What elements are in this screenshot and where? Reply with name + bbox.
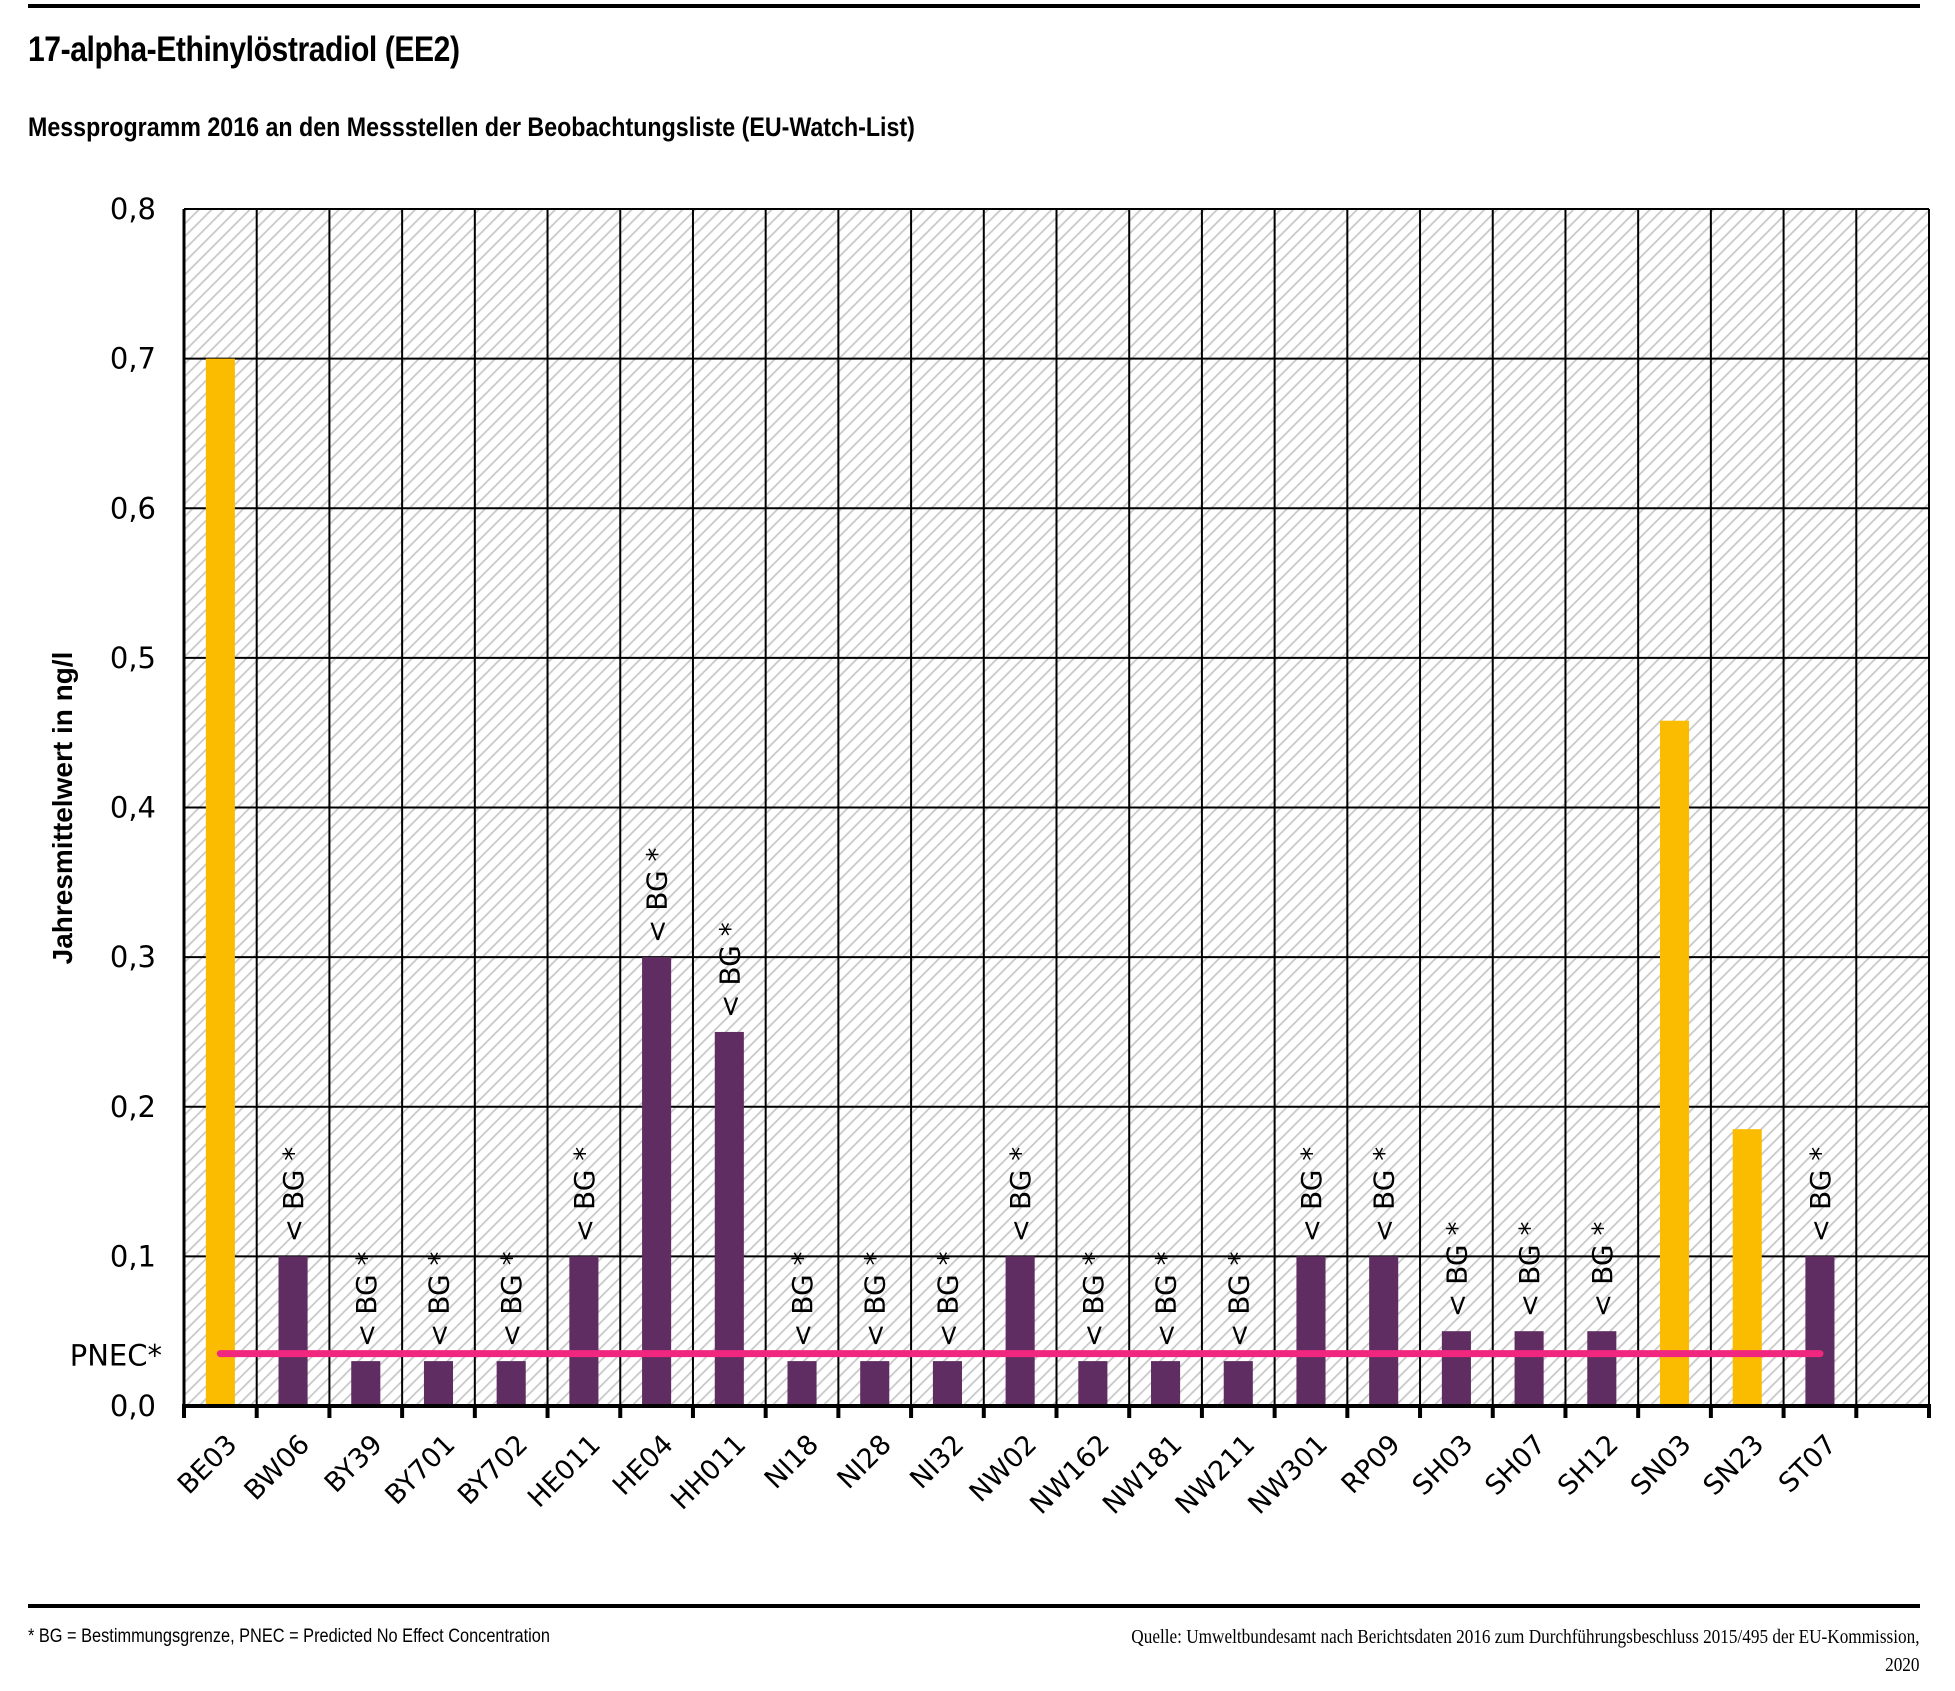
bar-BW06 [278,1256,308,1406]
bar-NW02 [1005,1256,1035,1406]
below-bg-annotation: < BG * [1440,1222,1473,1318]
bar-SN03 [1659,720,1690,1406]
below-bg-annotation: < BG * [713,922,746,1018]
source-note: Quelle: Umweltbundesamt nach Berichtsdat… [1131,1623,1919,1679]
y-tick-label: 0,4 [110,791,156,825]
bar-NW181 [1151,1361,1181,1406]
x-tick-label: NW162 [1024,1429,1116,1521]
below-bg-annotation: < BG * [859,1251,892,1347]
x-tick-label: NW301 [1242,1429,1334,1521]
x-tick-label: HE011 [522,1429,607,1514]
below-bg-annotation: < BG * [1150,1251,1183,1347]
chart-subtitle: Messprogramm 2016 an den Messstellen der… [28,112,915,142]
y-axis-label: Jahresmittelwert in ng/l [47,652,78,965]
y-tick-label: 0,7 [110,342,156,376]
below-bg-annotation: < BG * [1586,1222,1619,1318]
x-tick-label: RP09 [1336,1429,1407,1500]
x-tick-label: BE03 [172,1429,243,1500]
y-tick-label: 0,6 [110,491,156,525]
source-line-1: Quelle: Umweltbundesamt nach Berichtsdat… [1130,1626,1919,1648]
x-tick-label: NI28 [832,1429,898,1495]
bar-ST07 [1805,1256,1835,1406]
axes [182,209,1931,1418]
x-tick-label: BW06 [238,1429,316,1507]
bar-BY701 [423,1361,454,1406]
y-tick-label: 0,2 [110,1090,156,1124]
bar-SH12 [1587,1331,1617,1406]
bottom-rule [28,1604,1920,1608]
pnec-label: PNEC* [70,1339,162,1373]
bar-SH07 [1514,1331,1544,1406]
x-tick-label: ST07 [1773,1429,1843,1499]
x-tick-label: SN23 [1698,1429,1771,1502]
bar-HE04 [642,957,672,1406]
bar-HH011 [714,1031,744,1406]
bar-SH03 [1441,1331,1471,1406]
bar-BE03 [205,358,235,1406]
bar-NI32 [932,1361,962,1406]
y-tick-label: 0,3 [110,940,156,974]
bar-NW162 [1078,1361,1108,1406]
bar-NI28 [860,1361,890,1406]
bar-SN23 [1732,1129,1762,1406]
below-bg-annotation: < BG * [350,1251,383,1347]
below-bg-annotation: < BG * [568,1147,601,1243]
x-tick-label: HH011 [665,1429,752,1516]
bar-NI18 [787,1361,817,1406]
below-bg-annotation: < BG * [1295,1147,1328,1243]
below-bg-annotation: < BG * [1004,1147,1037,1243]
below-bg-annotation: < BG * [1077,1251,1110,1347]
footnote: * BG = Bestimmungsgrenze, PNEC = Predict… [28,1626,550,1647]
y-tick-label: 0,8 [110,192,156,226]
below-bg-annotation: < BG * [277,1147,310,1243]
gridlines [183,208,1930,1406]
annotations: < BG * < BG * < BG * < BG * < BG * < BG * < BG… [277,847,1837,1347]
below-bg-annotation: < BG * [422,1251,455,1347]
below-bg-annotation: < BG * [931,1251,964,1347]
bar-RP09 [1369,1256,1399,1406]
y-tick-label: 0,5 [110,641,156,675]
y-tick-label: 0,1 [110,1239,156,1273]
below-bg-annotation: < BG * [1222,1251,1255,1347]
below-bg-annotation: < BG * [641,847,674,943]
x-tick-label: SH12 [1552,1429,1625,1502]
chart-title: 17-alpha-Ethinylöstradiol (EE2) [28,30,460,69]
source-line-2: 2020 [1884,1654,1919,1676]
x-tick-label: SH07 [1479,1429,1552,1502]
x-tick-label: NW181 [1097,1429,1189,1521]
below-bg-annotation: < BG * [495,1251,528,1347]
x-tick-label: SH03 [1407,1429,1480,1502]
bar-BY39 [351,1361,381,1406]
below-bg-annotation: < BG * [786,1251,819,1347]
top-rule [28,4,1920,8]
y-tick-label: 0,0 [110,1389,156,1423]
x-tick-label: NI18 [759,1429,825,1495]
x-tick-label: BY701 [379,1429,461,1511]
bar-NW301 [1296,1256,1326,1406]
x-tick-label: BY702 [452,1429,534,1511]
bar-BY702 [496,1361,526,1406]
below-bg-annotation: < BG * [1513,1222,1546,1318]
x-tick-label: NI32 [904,1429,970,1495]
bar-HE011 [569,1256,599,1406]
below-bg-annotation: < BG * [1804,1147,1837,1243]
bar-NW211 [1223,1361,1253,1406]
x-tick-label: NW211 [1170,1429,1262,1521]
x-tick-label: SN03 [1625,1429,1698,1502]
below-bg-annotation: < BG * [1368,1147,1401,1243]
x-tick-label: BY39 [319,1429,389,1499]
bars [205,358,1835,1406]
